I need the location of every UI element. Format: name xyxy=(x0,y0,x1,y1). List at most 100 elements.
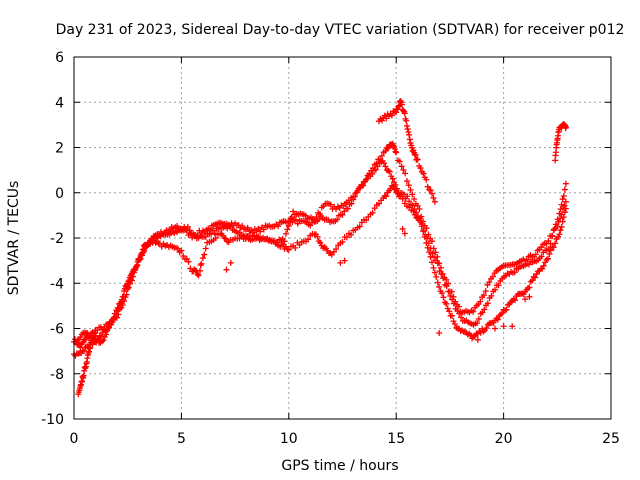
data-point xyxy=(382,163,389,170)
data-point xyxy=(538,253,545,260)
data-point xyxy=(429,259,435,266)
data-point xyxy=(103,331,110,338)
data-point xyxy=(480,328,487,335)
data-point xyxy=(363,217,370,224)
data-point xyxy=(339,211,346,218)
data-point xyxy=(115,311,122,318)
data-point xyxy=(199,255,206,262)
data-point xyxy=(444,305,451,312)
data-point xyxy=(436,330,443,337)
data-point xyxy=(560,193,567,200)
data-point xyxy=(427,245,434,252)
data-point xyxy=(446,308,453,315)
data-point xyxy=(489,273,496,280)
data-point xyxy=(389,175,396,182)
data-point xyxy=(91,333,98,340)
data-point xyxy=(474,319,481,326)
data-point xyxy=(488,292,495,299)
data-point xyxy=(388,112,395,119)
data-point xyxy=(486,279,493,286)
data-point xyxy=(511,269,518,276)
data-point xyxy=(373,160,380,167)
data-point xyxy=(184,223,191,230)
data-point xyxy=(369,170,376,177)
data-point xyxy=(413,209,420,216)
data-point xyxy=(552,221,559,228)
data-point xyxy=(549,232,556,239)
data-point xyxy=(480,292,487,299)
data-point xyxy=(494,316,501,323)
data-point xyxy=(198,260,205,267)
data-point xyxy=(194,271,201,278)
data-point xyxy=(429,238,435,245)
data-point xyxy=(381,160,388,167)
data-point xyxy=(120,293,127,300)
data-point xyxy=(556,231,563,238)
data-point xyxy=(275,223,282,230)
data-point xyxy=(281,238,288,245)
data-point xyxy=(354,187,361,194)
data-point xyxy=(558,201,565,208)
data-point xyxy=(451,321,458,328)
data-point xyxy=(360,182,367,189)
data-point xyxy=(201,251,208,258)
data-point xyxy=(311,218,318,225)
data-point xyxy=(397,97,404,104)
y-tick-label: -4 xyxy=(50,276,64,292)
data-point xyxy=(431,198,438,205)
data-point xyxy=(133,263,140,270)
data-point xyxy=(492,325,499,332)
data-point xyxy=(395,103,402,110)
data-point xyxy=(562,205,569,212)
data-point xyxy=(557,206,564,213)
data-point xyxy=(314,233,321,240)
data-point xyxy=(484,300,491,307)
data-point xyxy=(398,101,405,108)
data-point xyxy=(409,191,416,198)
data-point xyxy=(110,316,117,323)
data-point xyxy=(212,235,219,242)
data-point xyxy=(492,286,499,293)
data-point xyxy=(398,163,405,170)
data-point xyxy=(407,186,414,193)
data-point xyxy=(178,247,185,254)
data-point xyxy=(406,136,413,143)
data-point xyxy=(341,257,348,264)
data-point xyxy=(420,226,427,233)
data-point xyxy=(526,261,533,268)
data-point xyxy=(81,348,88,355)
data-point xyxy=(125,278,132,285)
data-point xyxy=(532,251,539,258)
data-point xyxy=(140,249,147,256)
data-point xyxy=(450,300,457,307)
data-point xyxy=(427,187,434,194)
data-point xyxy=(156,232,163,239)
data-point xyxy=(294,220,301,227)
data-point xyxy=(477,329,484,336)
data-point xyxy=(503,306,510,313)
data-point xyxy=(257,228,264,235)
data-point xyxy=(411,195,418,202)
data-point xyxy=(483,325,490,332)
data-point xyxy=(393,109,400,116)
data-point xyxy=(344,205,351,212)
data-point xyxy=(424,183,431,190)
data-point xyxy=(117,300,124,307)
data-point xyxy=(470,308,477,315)
x-tick-label: 20 xyxy=(495,431,513,447)
axis-ticks: 0 5 10 15 20 25 -10 -8 -6 -4 -2 0 2 4 6 xyxy=(41,50,620,447)
data-point xyxy=(343,234,350,241)
data-point xyxy=(509,323,516,330)
data-point xyxy=(481,306,488,313)
data-point xyxy=(450,318,457,325)
data-point xyxy=(400,166,407,173)
data-point xyxy=(369,209,376,216)
data-point xyxy=(185,258,192,265)
data-point xyxy=(437,264,444,271)
data-point xyxy=(288,214,295,221)
x-axis-label: GPS time / hours xyxy=(281,458,398,474)
data-point xyxy=(431,269,438,276)
y-tick-label: -2 xyxy=(50,231,64,247)
data-point xyxy=(560,214,567,221)
data-point xyxy=(81,336,88,343)
